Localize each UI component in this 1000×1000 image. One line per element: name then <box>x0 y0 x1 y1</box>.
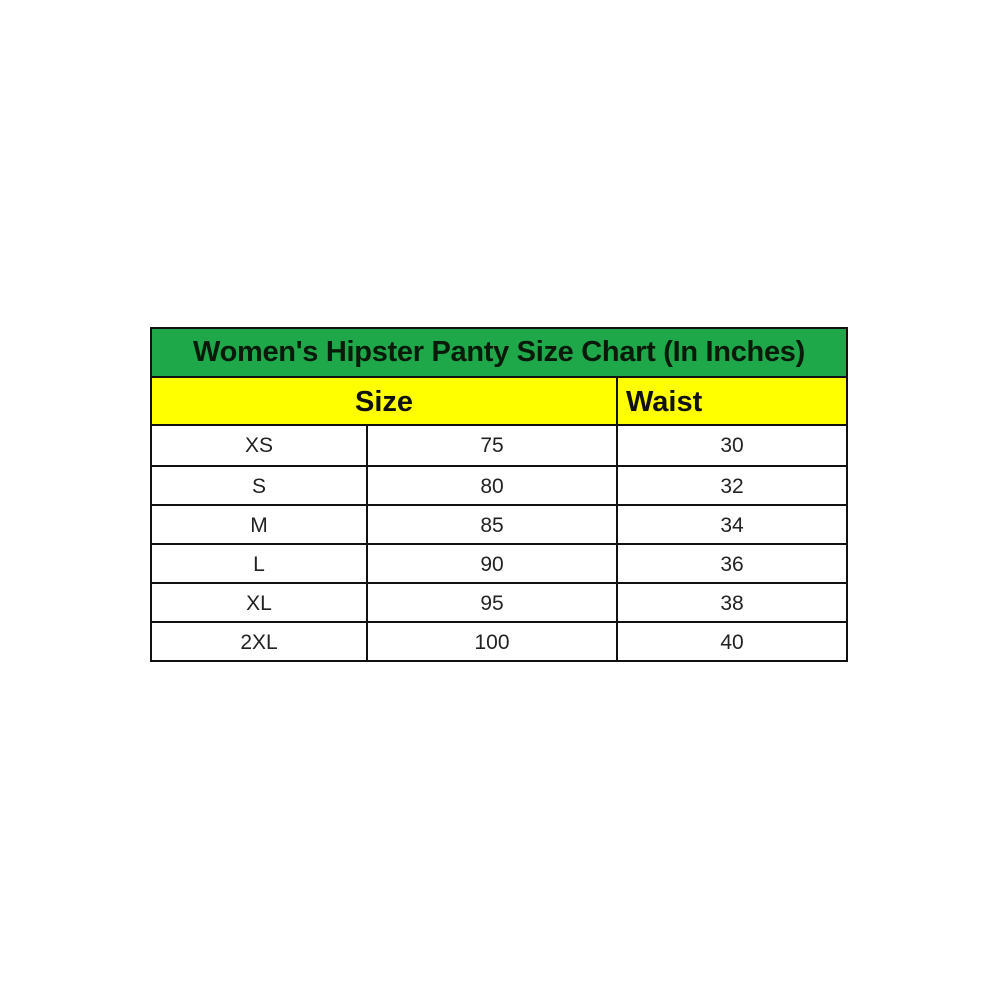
table-row: S 80 32 <box>152 465 846 504</box>
size-cell: S <box>152 467 368 504</box>
measure-cell: 95 <box>368 584 618 621</box>
size-cell: 2XL <box>152 623 368 660</box>
table-body: XS 75 30 S 80 32 M 85 34 L 90 36 XL 95 38 2XL 100 40 <box>152 426 846 660</box>
size-chart-table: Women's Hipster Panty Size Chart (In Inc… <box>150 327 848 662</box>
waist-cell: 36 <box>720 553 744 576</box>
size-cell: L <box>152 545 368 582</box>
header-size: Size <box>152 378 618 424</box>
measure-cell: 75 <box>368 426 618 465</box>
size-cell: M <box>152 506 368 543</box>
measure-cell: 90 <box>368 545 618 582</box>
waist-cell: 40 <box>720 631 744 654</box>
size-cell: XL <box>152 584 368 621</box>
header-waist: Waist <box>626 386 703 418</box>
header-row: Size Waist <box>152 378 846 426</box>
measure-cell: 85 <box>368 506 618 543</box>
table-row: XL 95 38 <box>152 582 846 621</box>
table-row: M 85 34 <box>152 504 846 543</box>
measure-cell: 80 <box>368 467 618 504</box>
table-row: L 90 36 <box>152 543 846 582</box>
table-row: XS 75 30 <box>152 426 846 465</box>
waist-cell: 30 <box>720 434 744 457</box>
table-row: 2XL 100 40 <box>152 621 846 660</box>
measure-cell: 100 <box>368 623 618 660</box>
waist-cell: 32 <box>720 475 744 498</box>
waist-cell: 34 <box>720 514 744 537</box>
size-cell: XS <box>152 426 368 465</box>
table-title: Women's Hipster Panty Size Chart (In Inc… <box>152 329 846 378</box>
waist-cell: 38 <box>720 592 744 615</box>
